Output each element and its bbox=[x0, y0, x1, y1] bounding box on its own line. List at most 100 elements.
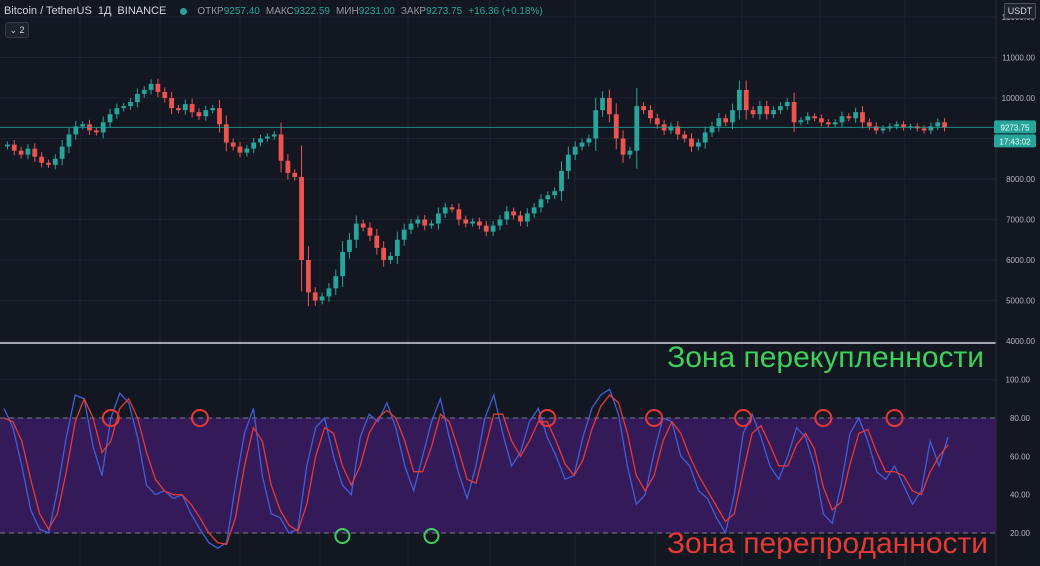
currency-button[interactable]: USDT bbox=[1004, 3, 1036, 19]
candle-body bbox=[477, 221, 482, 226]
candle-body bbox=[866, 122, 872, 127]
candle-body bbox=[32, 148, 38, 157]
candle-body bbox=[435, 213, 441, 224]
price-tick-label: 5000.00 bbox=[1006, 297, 1035, 306]
candle-body bbox=[504, 211, 510, 220]
candle-body bbox=[134, 93, 140, 103]
candle-body bbox=[853, 112, 859, 119]
candle-body bbox=[442, 207, 448, 214]
candle-body bbox=[429, 223, 434, 226]
candle-body bbox=[319, 296, 325, 301]
candle-body bbox=[155, 83, 161, 92]
candle-body bbox=[128, 102, 133, 107]
candle-body bbox=[695, 142, 701, 147]
candle-body bbox=[716, 118, 722, 127]
candle-body bbox=[5, 144, 10, 147]
stoch-k-line bbox=[3, 388, 949, 550]
oscillator-tick-label: 100.00 bbox=[1006, 376, 1031, 385]
high-value: 9322.59 bbox=[293, 6, 330, 17]
candle-body bbox=[388, 255, 393, 260]
candle-body bbox=[490, 225, 496, 232]
candle-body bbox=[880, 128, 886, 131]
oversold-marker bbox=[334, 528, 351, 544]
candle-body bbox=[524, 213, 530, 222]
candle-body bbox=[702, 132, 708, 143]
candle-body bbox=[285, 160, 291, 173]
candle-body bbox=[299, 176, 304, 260]
candle-body bbox=[394, 239, 400, 256]
candle-body bbox=[422, 219, 428, 226]
market-status-icon bbox=[180, 7, 188, 15]
candle-body bbox=[723, 118, 729, 123]
candle-body bbox=[682, 134, 688, 139]
candle-body bbox=[907, 126, 913, 128]
symbol-name[interactable]: Bitcoin / TetherUS bbox=[4, 5, 92, 17]
candle-body bbox=[538, 199, 544, 208]
candle-body bbox=[360, 223, 366, 228]
candle-body bbox=[223, 124, 229, 143]
candle-body bbox=[552, 191, 558, 196]
candle-body bbox=[641, 106, 646, 111]
oscillator-tick-label: 80.00 bbox=[1010, 414, 1031, 423]
candle-body bbox=[873, 126, 879, 131]
candle-body bbox=[264, 136, 270, 139]
candle-body bbox=[784, 102, 790, 107]
candle-body bbox=[401, 229, 407, 240]
candle-body bbox=[572, 146, 578, 155]
candle-body bbox=[141, 89, 147, 94]
candle-body bbox=[709, 126, 715, 133]
candle-body bbox=[408, 223, 414, 230]
low-label: МИН bbox=[335, 6, 359, 17]
candle-body bbox=[312, 292, 318, 301]
oversold-zone-label: Зона перепроданности bbox=[666, 527, 988, 560]
symbol-header: Bitcoin / TetherUS 1Д BINANCE ОТКР9257.4… bbox=[4, 5, 543, 17]
candle-body bbox=[73, 126, 79, 135]
overbought-marker bbox=[538, 409, 557, 427]
candle-body bbox=[600, 98, 605, 111]
countdown-tag: 17:43:02 bbox=[994, 134, 1036, 148]
overbought-marker bbox=[814, 409, 833, 427]
price-tick-label: 10000.00 bbox=[1002, 94, 1036, 103]
low-value: 9231.00 bbox=[358, 6, 395, 17]
candle-body bbox=[565, 154, 571, 171]
candle-body bbox=[251, 142, 257, 149]
price-tick-label: 7000.00 bbox=[1006, 216, 1035, 225]
candle-body bbox=[825, 122, 831, 125]
change-value: +16.36 (+0.18%) bbox=[468, 5, 543, 17]
price-tick-label: 6000.00 bbox=[1006, 256, 1035, 265]
candle-body bbox=[353, 223, 359, 240]
candle-body bbox=[634, 106, 640, 151]
overbought-marker bbox=[645, 409, 664, 427]
candle-body bbox=[545, 195, 551, 200]
price-tick-label: 4000.00 bbox=[1006, 337, 1035, 346]
candle-body bbox=[812, 116, 818, 119]
oversold-marker bbox=[423, 528, 440, 544]
price-tick-label: 11000.00 bbox=[1002, 54, 1035, 63]
candle-body bbox=[169, 98, 174, 109]
candle-body bbox=[456, 209, 462, 220]
candle-body bbox=[894, 124, 900, 127]
high-label: МАКС bbox=[265, 6, 294, 17]
candle-body bbox=[46, 162, 51, 165]
indicators-toggle-button[interactable]: ⌄ 2 bbox=[5, 22, 29, 38]
candle-body bbox=[764, 106, 770, 115]
candle-body bbox=[518, 215, 523, 222]
candle-body bbox=[162, 91, 168, 98]
interval-label[interactable]: 1Д bbox=[97, 5, 112, 17]
candle-body bbox=[381, 247, 387, 260]
candle-body bbox=[771, 110, 776, 115]
candle-body bbox=[306, 260, 311, 293]
candle-body bbox=[935, 122, 941, 127]
candle-body bbox=[66, 134, 72, 147]
candlestick-series bbox=[5, 78, 947, 307]
candle-body bbox=[107, 114, 113, 123]
svg-text:9273.75: 9273.75 bbox=[1001, 123, 1030, 132]
svg-text:17:43:02: 17:43:02 bbox=[999, 137, 1031, 146]
price-axis-labels: 4000.005000.006000.007000.008000.009000.… bbox=[1002, 13, 1036, 346]
candle-body bbox=[798, 120, 804, 123]
candle-body bbox=[579, 142, 585, 147]
candle-body bbox=[114, 108, 120, 115]
candle-body bbox=[928, 126, 934, 131]
candle-body bbox=[39, 156, 45, 163]
